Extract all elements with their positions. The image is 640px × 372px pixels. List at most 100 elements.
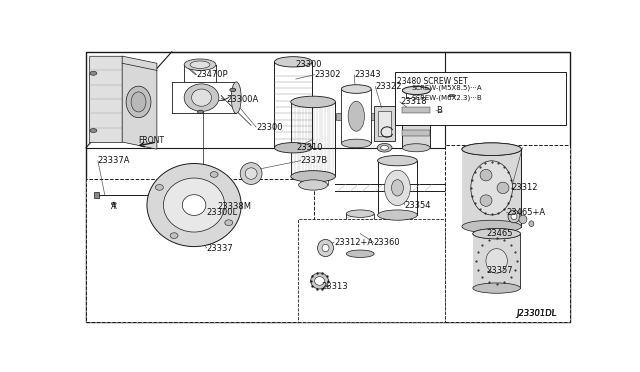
Ellipse shape	[275, 142, 312, 153]
Bar	[395, 72, 566, 125]
Ellipse shape	[346, 250, 374, 257]
Text: 23465: 23465	[486, 229, 513, 238]
Text: 23313: 23313	[321, 282, 348, 291]
Text: 23312: 23312	[511, 183, 538, 192]
Bar	[403, 130, 429, 136]
Polygon shape	[122, 56, 157, 149]
Bar	[89, 56, 122, 142]
Ellipse shape	[317, 240, 333, 257]
Text: 23318: 23318	[400, 97, 426, 106]
Ellipse shape	[403, 144, 430, 152]
Ellipse shape	[381, 145, 388, 150]
Ellipse shape	[170, 233, 178, 238]
Ellipse shape	[245, 168, 257, 179]
Bar	[403, 90, 429, 148]
Text: SCREW-(M6X2.3)···B: SCREW-(M6X2.3)···B	[412, 94, 483, 101]
Bar	[462, 149, 522, 227]
Ellipse shape	[291, 96, 335, 108]
Bar	[371, 112, 376, 120]
Ellipse shape	[462, 143, 522, 155]
Ellipse shape	[225, 220, 233, 225]
Ellipse shape	[348, 101, 364, 131]
Ellipse shape	[90, 129, 97, 132]
Ellipse shape	[473, 228, 520, 239]
Text: 23343: 23343	[355, 70, 381, 79]
Ellipse shape	[462, 143, 522, 155]
Ellipse shape	[473, 228, 520, 239]
Ellipse shape	[190, 61, 210, 68]
Text: 23338M: 23338M	[218, 202, 252, 211]
Ellipse shape	[497, 182, 509, 193]
Ellipse shape	[508, 210, 520, 223]
Ellipse shape	[377, 144, 392, 152]
Text: 23470P: 23470P	[196, 70, 228, 79]
Text: 23354: 23354	[405, 201, 431, 209]
Ellipse shape	[210, 171, 218, 177]
Ellipse shape	[131, 92, 146, 112]
Text: A: A	[111, 202, 117, 211]
Text: 23300L: 23300L	[207, 208, 237, 217]
Text: 23465+A: 23465+A	[507, 208, 546, 217]
Text: B: B	[436, 106, 442, 115]
Ellipse shape	[403, 86, 430, 94]
Ellipse shape	[156, 185, 163, 190]
Bar	[86, 179, 314, 323]
Ellipse shape	[111, 202, 116, 205]
Text: 23337: 23337	[207, 244, 233, 253]
Text: 23360: 23360	[374, 238, 400, 247]
Ellipse shape	[403, 86, 430, 94]
Text: 23300: 23300	[256, 123, 283, 132]
Ellipse shape	[126, 86, 151, 118]
Ellipse shape	[462, 220, 522, 233]
Text: J23301DL: J23301DL	[516, 310, 557, 318]
Ellipse shape	[275, 57, 312, 67]
Ellipse shape	[511, 214, 517, 219]
Ellipse shape	[385, 170, 410, 206]
Bar	[187, 212, 224, 227]
Ellipse shape	[191, 89, 211, 106]
Ellipse shape	[449, 94, 456, 97]
Ellipse shape	[230, 88, 236, 92]
Ellipse shape	[341, 139, 371, 148]
Ellipse shape	[529, 221, 534, 227]
Ellipse shape	[378, 155, 417, 166]
Text: SCREW-(M5X8.5)···A: SCREW-(M5X8.5)···A	[412, 84, 483, 91]
Ellipse shape	[291, 171, 335, 182]
Ellipse shape	[473, 283, 520, 293]
Bar	[337, 112, 341, 120]
Ellipse shape	[310, 273, 328, 289]
Ellipse shape	[184, 84, 219, 111]
Ellipse shape	[184, 59, 216, 70]
Text: 23322: 23322	[375, 82, 402, 91]
Ellipse shape	[182, 195, 206, 215]
Text: 23357: 23357	[486, 266, 513, 275]
Bar	[445, 145, 570, 323]
Ellipse shape	[471, 161, 513, 215]
Ellipse shape	[322, 244, 329, 252]
Bar	[94, 192, 99, 198]
Text: 23300A: 23300A	[227, 94, 259, 103]
Text: 23300: 23300	[296, 60, 323, 69]
Text: 23310: 23310	[297, 143, 323, 152]
Ellipse shape	[480, 195, 492, 206]
Text: 23480 SCREW SET: 23480 SCREW SET	[397, 77, 468, 86]
Ellipse shape	[341, 85, 371, 93]
Bar	[374, 106, 395, 141]
Ellipse shape	[299, 180, 328, 190]
Ellipse shape	[346, 210, 374, 217]
Text: J23301DL: J23301DL	[516, 310, 557, 318]
Ellipse shape	[486, 248, 508, 273]
Text: 2337B: 2337B	[301, 156, 328, 165]
Ellipse shape	[147, 164, 241, 247]
Ellipse shape	[392, 180, 403, 196]
Text: 23337A: 23337A	[98, 156, 131, 165]
Bar	[473, 234, 520, 288]
Text: 23302: 23302	[315, 70, 341, 79]
Text: FRONT: FRONT	[138, 137, 164, 145]
Ellipse shape	[240, 163, 262, 185]
Ellipse shape	[90, 71, 97, 75]
Ellipse shape	[315, 277, 324, 285]
Text: 23312+A: 23312+A	[334, 238, 373, 247]
Ellipse shape	[231, 82, 241, 113]
Ellipse shape	[163, 178, 225, 232]
